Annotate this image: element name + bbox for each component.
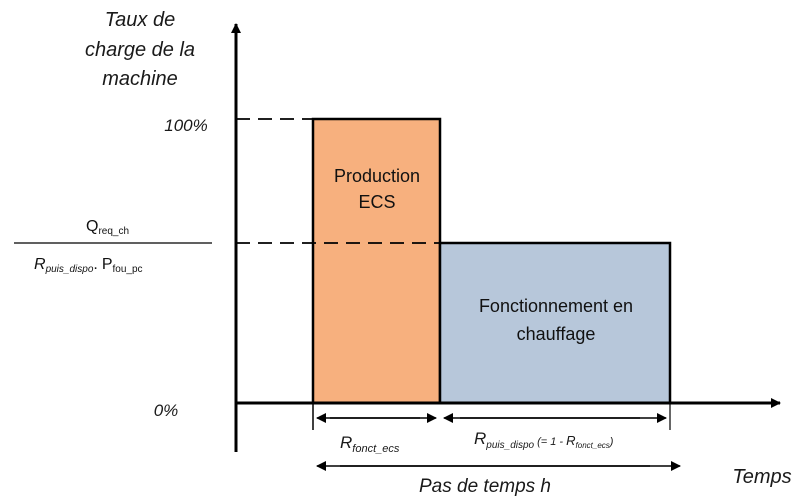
y-axis-title-line1: Taux de [105, 9, 175, 31]
chauffage-label-line2: chauffage [517, 324, 596, 344]
ecs-label-line1: Production [334, 166, 420, 186]
chauffage-label-line1: Fonctionnement en [479, 296, 633, 316]
r-puis-dispo-label: Rpuis_dispo (= 1 - Rfonct_ecs) [474, 429, 614, 451]
y-axis-title-line2: charge de la [85, 39, 195, 61]
r-fonct-ecs-label: Rfonct_ecs [340, 433, 400, 455]
tick-100: 100% [164, 116, 207, 135]
pas-de-temps-label: Pas de temps h [419, 476, 551, 497]
fraction-label: Qreq_ch Rpuis_dispo. Pfou_pc [14, 218, 212, 275]
fraction-denominator: Rpuis_dispo. Pfou_pc [34, 256, 143, 275]
ecs-block [311, 117, 442, 405]
fraction-numerator: Qreq_ch [86, 218, 129, 237]
y-axis-title-line3: machine [102, 68, 178, 90]
tick-0: 0% [154, 401, 179, 420]
chauffage-block [438, 241, 672, 405]
ecs-label-line2: ECS [358, 192, 395, 212]
x-axis-title: Temps [732, 466, 791, 488]
